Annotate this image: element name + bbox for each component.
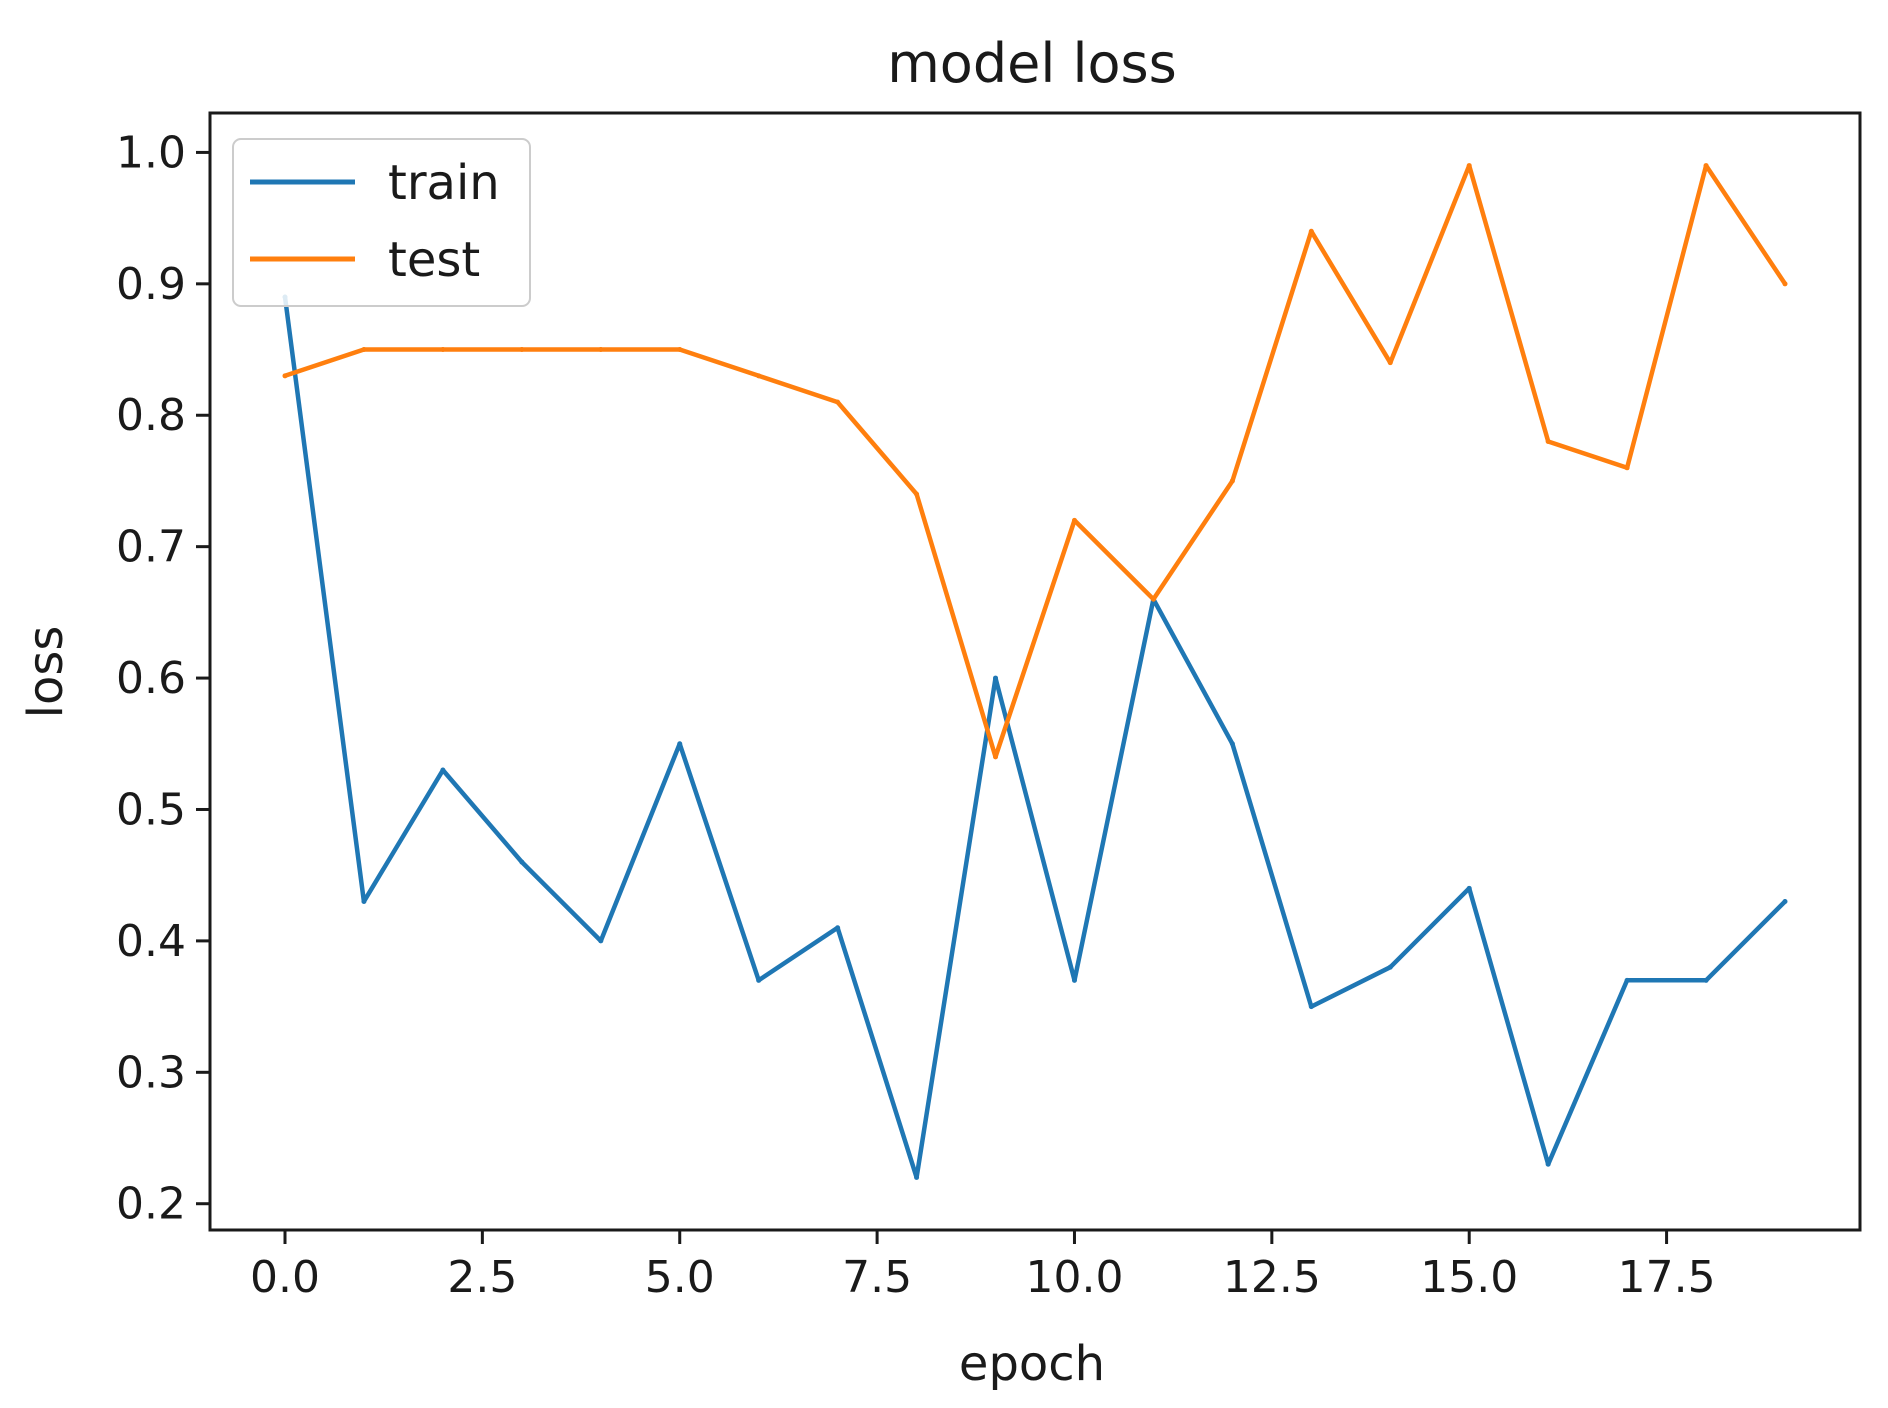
data-point-test: [677, 347, 683, 353]
y-tick-label: 0.3: [116, 1047, 186, 1098]
data-point-train: [1071, 977, 1077, 983]
data-point-test: [361, 347, 367, 353]
data-point-test: [1624, 465, 1630, 471]
legend-label-test: test: [388, 232, 480, 288]
data-point-test: [1387, 360, 1393, 366]
data-point-train: [1782, 898, 1788, 904]
legend-label-train: train: [388, 155, 500, 211]
data-point-test: [835, 399, 841, 405]
y-axis: 0.2 0.3 0.4 0.5 0.6 0.7 0.8 0.9 1.0: [116, 127, 210, 1230]
data-point-train: [1387, 964, 1393, 970]
x-tick-label: 10.0: [1025, 1252, 1123, 1303]
series-line-train: [282, 294, 1788, 1180]
y-tick-label: 0.8: [116, 390, 186, 441]
data-point-test: [1782, 281, 1788, 287]
data-point-train: [361, 898, 367, 904]
data-point-test: [440, 347, 446, 353]
y-tick-label: 0.6: [116, 653, 186, 704]
x-axis: 0.0 2.5 5.0 7.5 10.0 12.5 15.0 17.5: [250, 1230, 1716, 1303]
x-tick-label: 17.5: [1618, 1252, 1716, 1303]
y-tick-label: 0.2: [116, 1179, 186, 1230]
data-point-test: [1466, 163, 1472, 169]
x-tick-label: 5.0: [645, 1252, 715, 1303]
x-tick-label: 7.5: [842, 1252, 912, 1303]
data-point-train: [440, 767, 446, 773]
data-point-train: [1308, 1004, 1314, 1010]
data-point-test: [1545, 439, 1551, 445]
y-tick-label: 1.0: [116, 127, 186, 178]
data-point-test: [519, 347, 525, 353]
data-point-test: [282, 373, 288, 379]
data-point-test: [598, 347, 604, 353]
chart-title: model loss: [887, 32, 1177, 95]
data-point-test: [993, 754, 999, 760]
data-point-train: [519, 859, 525, 865]
data-point-train: [598, 938, 604, 944]
data-point-train: [756, 977, 762, 983]
y-tick-label: 0.4: [116, 916, 186, 967]
data-point-train: [677, 741, 683, 747]
data-point-train: [1703, 977, 1709, 983]
data-point-train: [1545, 1161, 1551, 1167]
x-axis-label: epoch: [959, 1336, 1105, 1392]
series-line-test: [282, 163, 1788, 760]
y-tick-label: 0.7: [116, 522, 186, 573]
data-point-test: [1308, 228, 1314, 234]
data-point-train: [993, 675, 999, 681]
y-tick-label: 0.9: [116, 259, 186, 310]
data-point-train: [1624, 977, 1630, 983]
data-point-test: [1229, 478, 1235, 484]
y-axis-label: loss: [18, 626, 74, 719]
data-point-test: [1150, 596, 1156, 602]
data-point-test: [756, 373, 762, 379]
x-tick-label: 15.0: [1420, 1252, 1518, 1303]
legend: train test: [232, 138, 531, 307]
data-point-train: [1466, 885, 1472, 891]
series-layer: [282, 163, 1788, 1180]
x-tick-label: 2.5: [447, 1252, 517, 1303]
x-tick-label: 12.5: [1223, 1252, 1321, 1303]
data-point-train: [914, 1174, 920, 1180]
x-tick-label: 0.0: [250, 1252, 320, 1303]
data-point-train: [1229, 741, 1235, 747]
data-point-test: [1703, 163, 1709, 169]
y-tick-label: 0.5: [116, 784, 186, 835]
data-point-test: [1071, 517, 1077, 523]
data-point-test: [914, 491, 920, 497]
data-point-train: [835, 925, 841, 931]
